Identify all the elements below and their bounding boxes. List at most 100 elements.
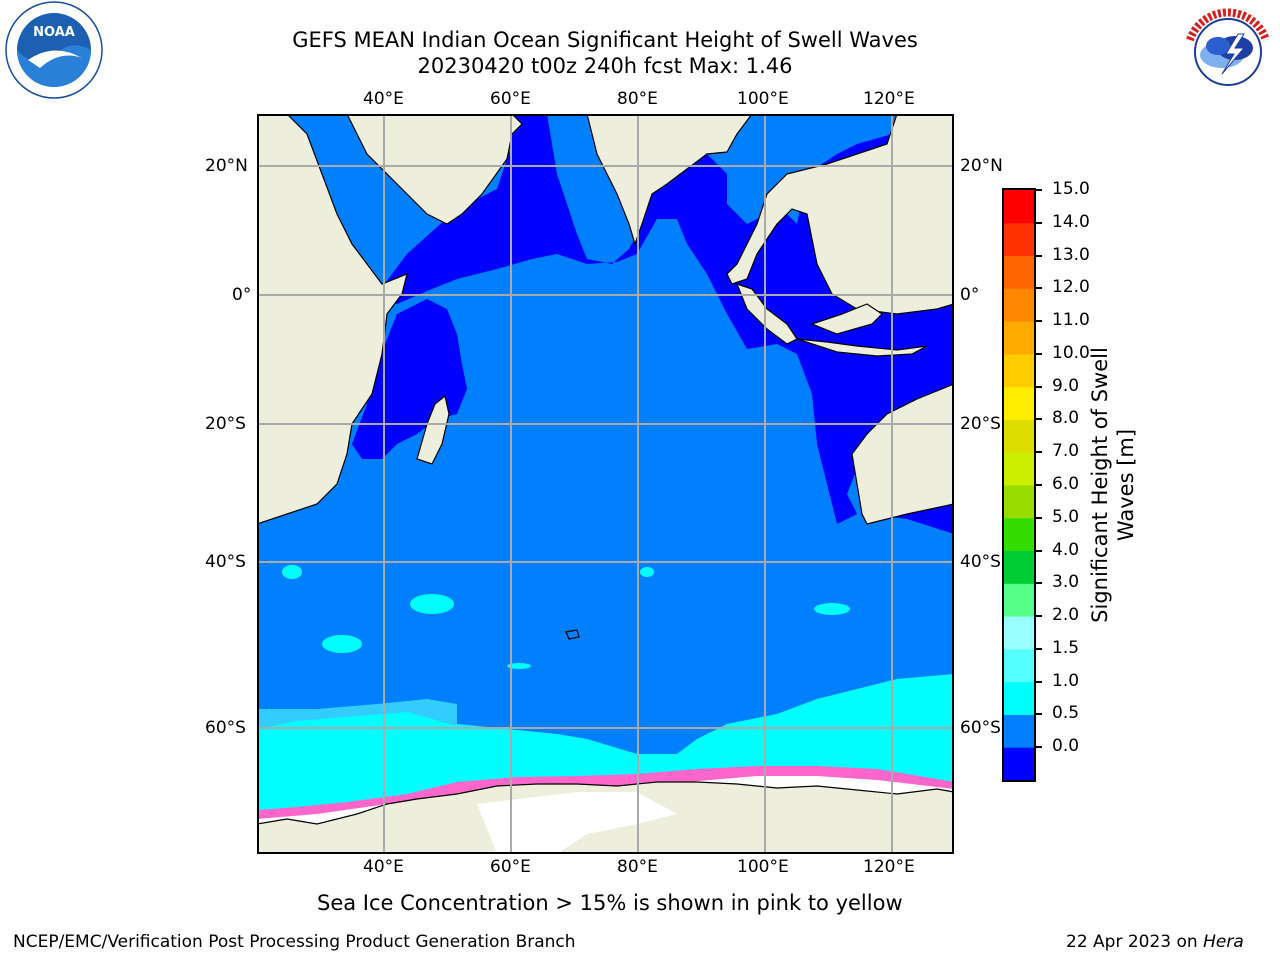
lon-tick-top: 40°E (363, 89, 404, 109)
swell-patch (507, 663, 531, 669)
colorbar-segment (1004, 747, 1034, 781)
land-madagascar (416, 394, 450, 465)
lat-tick-right: 20°N (960, 156, 1003, 176)
colorbar-tick-label: 10.0 (1052, 342, 1090, 363)
lon-tick-top: 80°E (617, 89, 658, 109)
lon-tick-top: 100°E (737, 89, 789, 109)
swell-patch (640, 567, 654, 577)
colorbar-segment (1004, 288, 1034, 322)
lat-tick-left: 20°N (205, 156, 248, 176)
island-kerguelen (565, 629, 580, 640)
sea-ice-note: Sea Ice Concentration > 15% is shown in … (317, 891, 903, 915)
colorbar-tick-mark (1036, 680, 1042, 683)
colorbar-tick-label: 4.0 (1052, 539, 1080, 560)
colorbar-tick-label: 0.0 (1052, 736, 1080, 757)
colorbar-tick-mark (1036, 484, 1042, 486)
colorbar-tick-mark (1036, 287, 1042, 290)
swell-patch (410, 594, 454, 614)
colorbar-tick-mark (1036, 549, 1042, 552)
colorbar-tick-label: 8.0 (1052, 408, 1080, 429)
lat-tick-left: 60°S (205, 718, 246, 738)
colorbar-tick-label: 13.0 (1052, 244, 1090, 265)
colorbar-tick-label: 15.0 (1052, 179, 1090, 199)
lon-tick-bottom: 80°E (617, 857, 658, 877)
land-java (796, 338, 928, 357)
map-title-line1: GEFS MEAN Indian Ocean Significant Heigh… (292, 28, 918, 52)
map-title-line2: 20230420 t00z 240h fcst Max: 1.46 (417, 54, 793, 78)
colorbar-tick-mark (1036, 221, 1042, 224)
colorbar-segment (1004, 419, 1034, 453)
colorbar (1002, 188, 1036, 782)
swell-patch (282, 565, 302, 579)
colorbar-segment (1004, 517, 1034, 552)
colorbar-tick-mark (1036, 451, 1042, 454)
colorbar-tick-mark (1036, 615, 1042, 618)
colorbar-tick-label: 6.0 (1052, 474, 1080, 494)
footer-credit: NCEP/EMC/Verification Post Processing Pr… (13, 932, 576, 952)
colorbar-segment (1004, 485, 1034, 519)
lat-tick-right: 20°S (960, 414, 1001, 434)
colorbar-frame (1002, 188, 1036, 782)
colorbar-segment (1004, 616, 1034, 650)
colorbar-segment (1004, 681, 1034, 715)
lon-tick-bottom: 120°E (863, 857, 915, 877)
lon-tick-top: 60°E (490, 89, 531, 109)
colorbar-tick-label: 3.0 (1052, 572, 1080, 593)
graticule (257, 114, 954, 854)
colorbar-tick-mark (1036, 189, 1042, 191)
colorbar-segment (1004, 648, 1034, 683)
colorbar-tick-label: 1.5 (1052, 637, 1080, 658)
lat-tick-right: 40°S (960, 552, 1001, 572)
colorbar-segment (1004, 255, 1034, 289)
footer-date-text: 22 Apr 2023 on (1066, 932, 1204, 952)
colorbar-tick-label: 2.0 (1052, 605, 1080, 626)
colorbar-tick-mark (1036, 746, 1042, 749)
colorbar-tick-label: 14.0 (1052, 211, 1090, 232)
colorbar-tick-mark (1036, 385, 1042, 388)
colorbar-tick-mark (1036, 418, 1042, 421)
colorbar-tick-mark (1036, 254, 1042, 257)
colorbar-label-line2: Waves [m] (1114, 428, 1138, 542)
colorbar-segment (1004, 353, 1034, 388)
colorbar-tick-mark (1036, 352, 1042, 355)
land-africa (257, 114, 408, 525)
land-arabia (257, 114, 523, 225)
nws-logo (1183, 7, 1273, 97)
map-frame (257, 114, 954, 854)
swell-field-low-madagascar (352, 299, 467, 459)
lat-tick-left: 0° (232, 285, 252, 305)
colorbar-tick-label: 5.0 (1052, 506, 1080, 527)
lon-tick-top: 120°E (863, 89, 915, 109)
land-india (586, 114, 753, 246)
sea-ice-inner (477, 792, 677, 854)
lat-tick-right: 60°S (960, 718, 1001, 738)
colorbar-tick-mark (1036, 582, 1042, 585)
land-borneo (810, 303, 883, 335)
map-panel (257, 114, 954, 854)
colorbar-segment (1004, 222, 1034, 257)
noaa-logo-text: NOAA (33, 25, 75, 40)
colorbar-tick-mark (1036, 713, 1042, 716)
lat-tick-left: 40°S (205, 552, 246, 572)
colorbar-tick-label: 7.0 (1052, 441, 1080, 462)
footer-date: 22 Apr 2023 on Hera (1066, 932, 1244, 952)
swell-field-high-edge (257, 699, 457, 729)
lat-tick-right: 0° (960, 285, 980, 305)
lon-tick-bottom: 60°E (490, 857, 531, 877)
swell-patch (322, 635, 362, 653)
land-se-asia (726, 114, 954, 315)
colorbar-tick-label: 12.0 (1052, 277, 1090, 298)
colorbar-tick-mark (1036, 320, 1042, 323)
land-australia (851, 383, 954, 525)
lat-tick-left: 20°S (205, 414, 246, 434)
colorbar-tick-label: 1.0 (1052, 670, 1080, 691)
colorbar-segment (1004, 550, 1034, 584)
colorbar-tick-mark (1036, 647, 1042, 650)
colorbar-label-line1: Significant Height of Swell (1088, 347, 1112, 623)
colorbar-segment (1004, 386, 1034, 420)
colorbar-tick-mark (1036, 516, 1042, 519)
colorbar-segment (1004, 321, 1034, 355)
swell-patch (814, 603, 850, 615)
noaa-logo: NOAA (5, 1, 103, 99)
footer-host: Hera (1203, 932, 1244, 952)
